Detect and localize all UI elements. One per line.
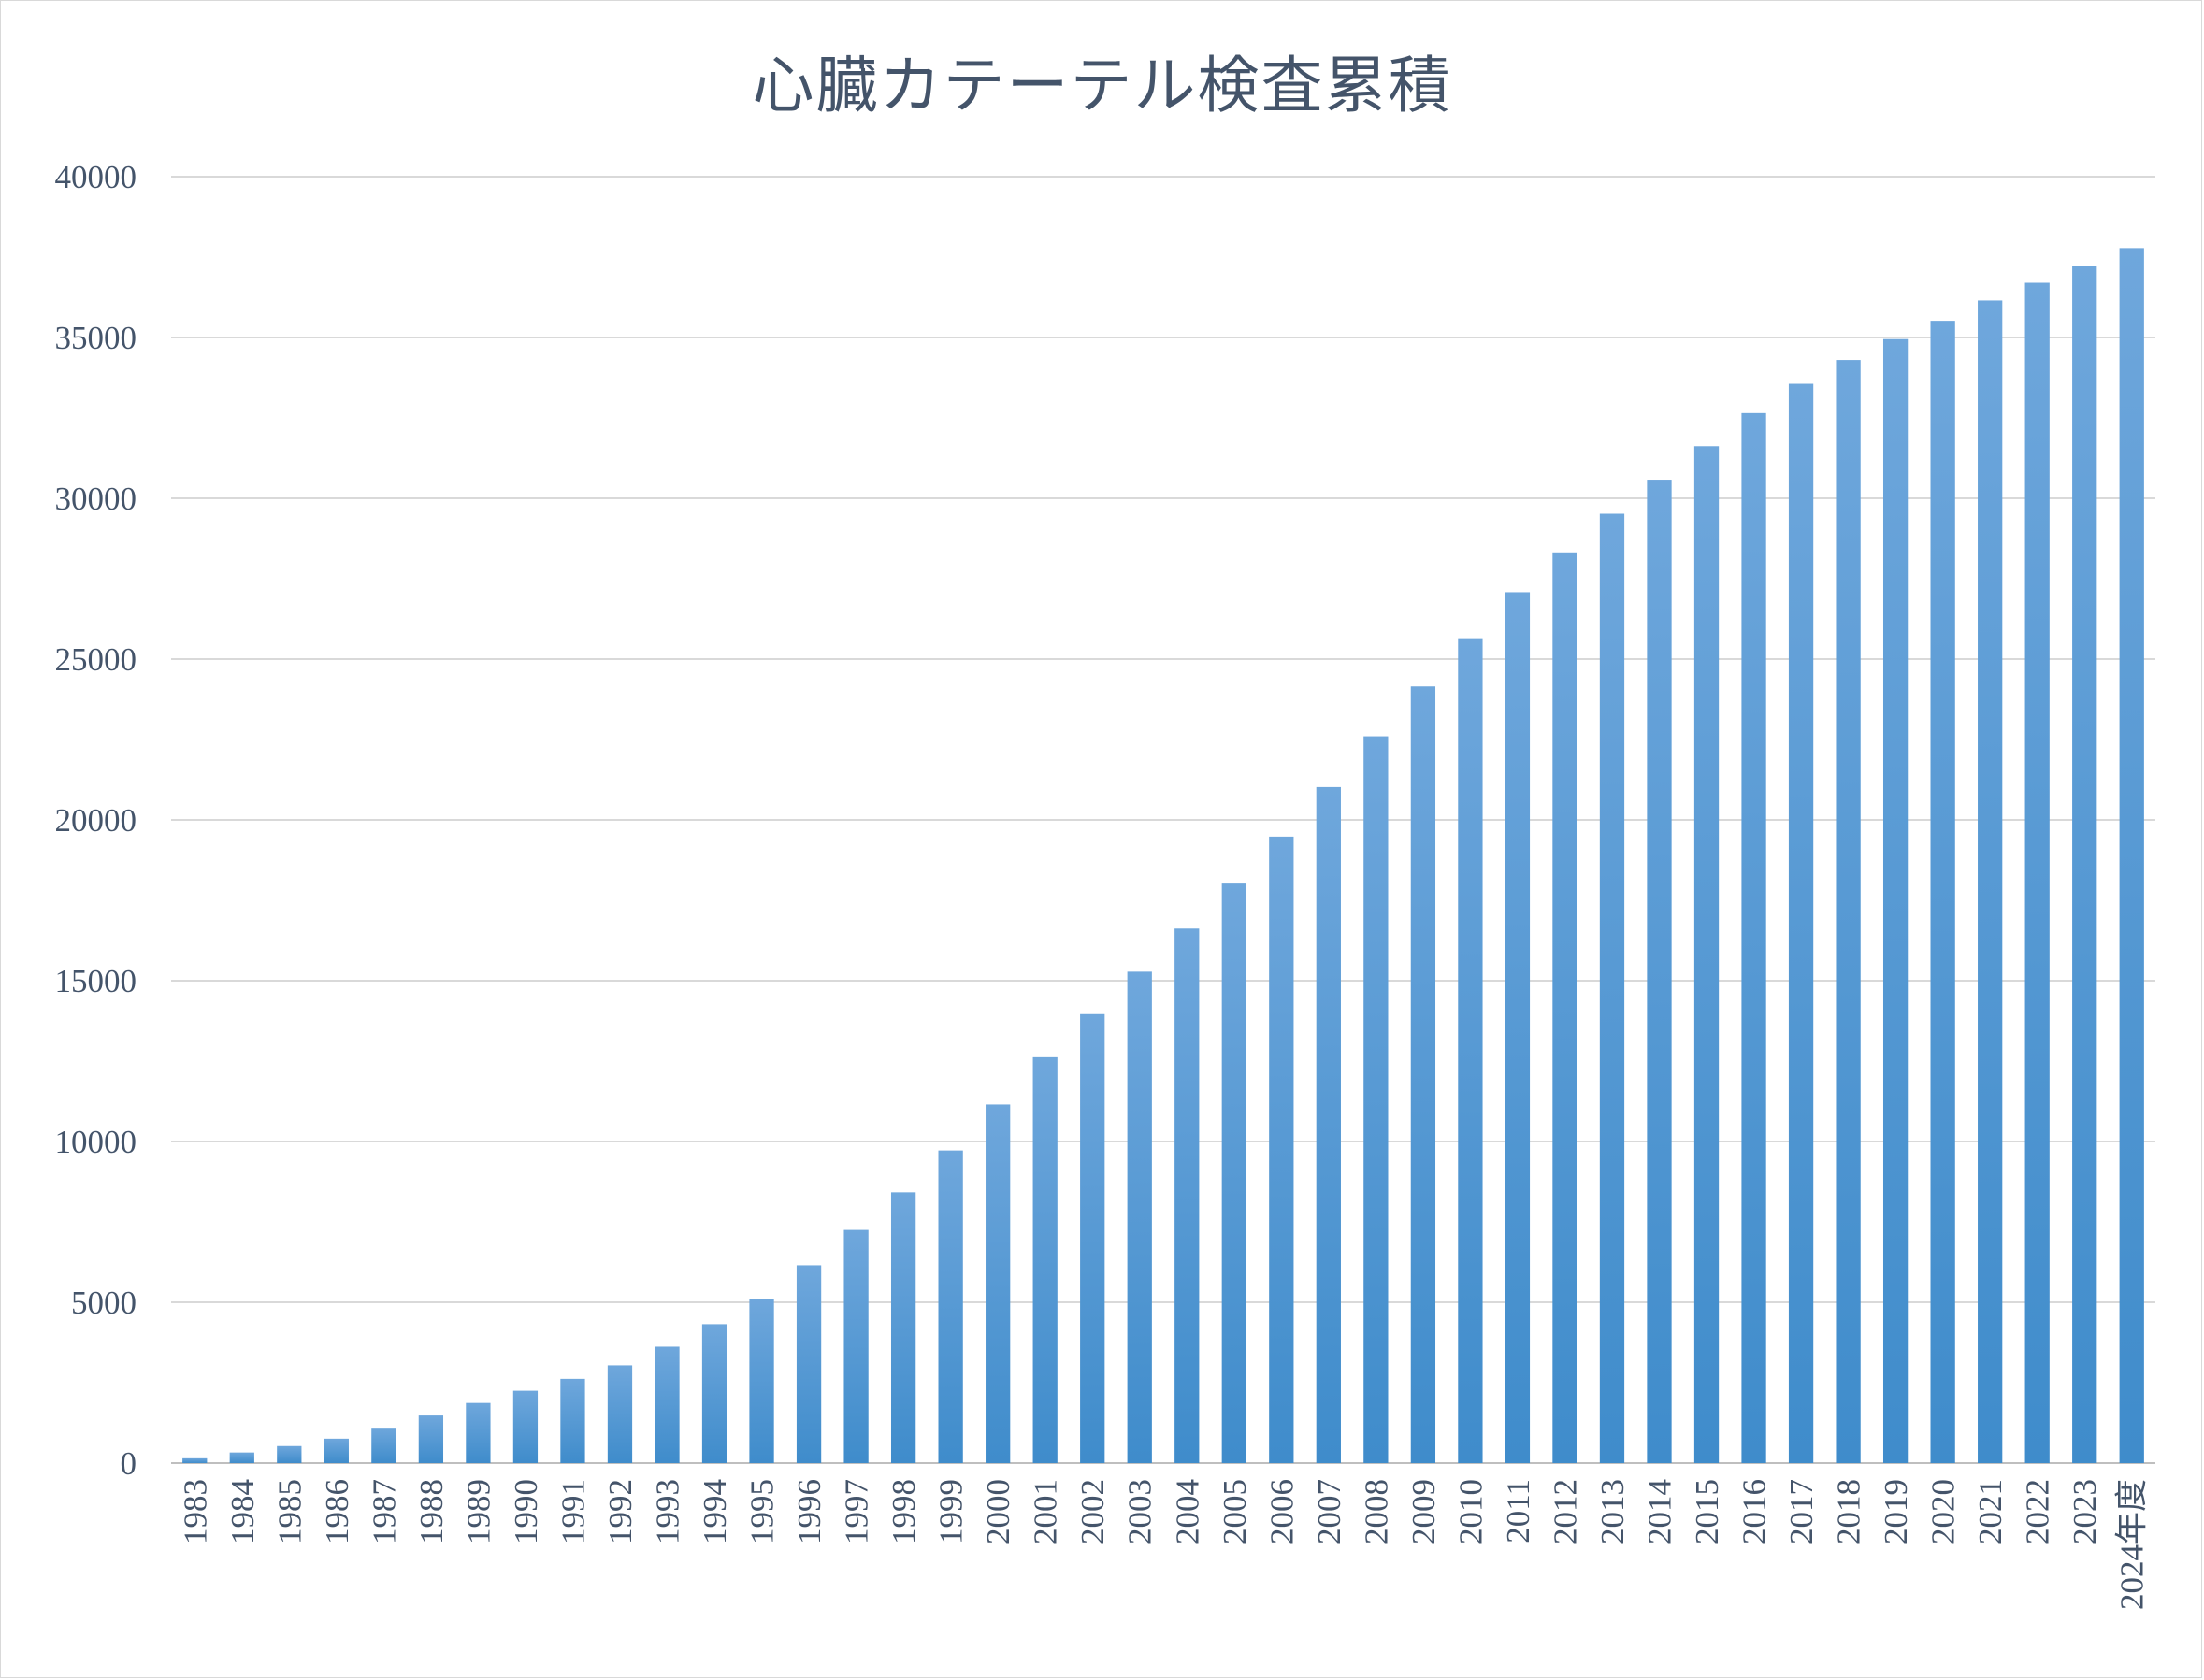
bar-2024年度 <box>2119 248 2144 1463</box>
x-tick-label: 2015 <box>1689 1479 1725 1544</box>
x-axis-ticks: 1983 1984 1985 1986 1987 1988 1989 1990 1991 1992… <box>177 1479 2150 1610</box>
bar-1986 <box>324 1438 349 1463</box>
x-tick-label: 1996 <box>791 1479 828 1544</box>
bar-2006 <box>1269 836 1294 1463</box>
bar-1992 <box>607 1365 633 1463</box>
bar-1989 <box>466 1402 491 1463</box>
x-tick-label: 2010 <box>1452 1479 1489 1544</box>
bar-2017 <box>1788 383 1814 1463</box>
x-tick-label: 2002 <box>1074 1479 1111 1544</box>
x-tick-label: 1990 <box>508 1479 544 1544</box>
x-tick-label: 2005 <box>1217 1479 1253 1544</box>
x-tick-label: 2024年度 <box>2114 1479 2151 1610</box>
x-tick-label: 2007 <box>1311 1479 1347 1544</box>
x-tick-label: 2023 <box>2067 1479 2103 1544</box>
x-tick-label: 1988 <box>413 1479 450 1544</box>
bar-1998 <box>890 1192 916 1463</box>
x-tick-label: 2019 <box>1878 1479 1914 1544</box>
bar-2001 <box>1032 1056 1058 1463</box>
x-tick-label: 2021 <box>1972 1479 2009 1544</box>
bars <box>182 248 2144 1464</box>
x-tick-label: 1986 <box>319 1479 355 1544</box>
bar-2012 <box>1552 552 1577 1463</box>
bar-1988 <box>418 1415 444 1463</box>
bar-2003 <box>1127 971 1152 1463</box>
x-tick-label: 2006 <box>1263 1479 1300 1544</box>
bar-2005 <box>1221 883 1246 1463</box>
x-tick-label: 2008 <box>1358 1479 1394 1544</box>
bar-2021 <box>1978 300 2003 1464</box>
x-tick-label: 2009 <box>1405 1479 1442 1544</box>
x-tick-label: 2003 <box>1122 1479 1159 1544</box>
x-tick-label: 1984 <box>224 1479 261 1544</box>
x-tick-label: 2018 <box>1831 1479 1867 1544</box>
x-tick-label: 2000 <box>980 1479 1016 1544</box>
bar-2022 <box>2024 282 2050 1463</box>
chart-title: 心臓カテーテル検査累積 <box>752 50 1452 122</box>
x-tick-label: 2017 <box>1783 1479 1820 1544</box>
x-tick-label: 1989 <box>460 1479 497 1544</box>
bar-2010 <box>1458 638 1483 1463</box>
y-tick-label: 20000 <box>55 802 137 839</box>
x-tick-label: 1997 <box>839 1479 875 1544</box>
bar-2023 <box>2072 266 2097 1464</box>
x-tick-label: 2022 <box>2020 1479 2056 1544</box>
x-tick-label: 1994 <box>697 1479 733 1544</box>
bar-1990 <box>512 1390 539 1463</box>
bar-1984 <box>229 1452 254 1463</box>
bar-2014 <box>1647 480 1672 1463</box>
y-tick-label: 30000 <box>55 481 137 517</box>
bar-2015 <box>1693 446 1720 1464</box>
y-tick-label: 0 <box>121 1445 137 1482</box>
x-tick-label: 1992 <box>602 1479 639 1544</box>
bar-2019 <box>1882 338 1909 1464</box>
x-tick-label: 1985 <box>271 1479 308 1544</box>
gridlines <box>171 176 2155 1464</box>
y-tick-label: 5000 <box>71 1285 137 1321</box>
bar-2018 <box>1836 360 1861 1464</box>
bar-2020 <box>1930 321 1955 1463</box>
bar-2013 <box>1599 513 1625 1463</box>
bar-2002 <box>1080 1013 1105 1463</box>
bar-1983 <box>182 1457 208 1463</box>
y-axis-ticks: 0 5000 10000 15000 20000 25000 30000 35000 40000 <box>55 159 137 1482</box>
x-tick-label: 1991 <box>555 1479 591 1544</box>
x-tick-label: 2011 <box>1500 1479 1536 1544</box>
x-tick-label: 1999 <box>933 1479 970 1544</box>
bar-2004 <box>1174 928 1200 1463</box>
y-tick-label: 25000 <box>55 641 137 678</box>
y-tick-label: 10000 <box>55 1124 137 1160</box>
bar-2000 <box>986 1104 1011 1463</box>
x-tick-label: 2014 <box>1642 1479 1678 1544</box>
bar-1985 <box>277 1445 302 1463</box>
x-tick-label: 2013 <box>1594 1479 1631 1544</box>
y-tick-label: 40000 <box>55 159 137 195</box>
bar-1994 <box>701 1324 727 1463</box>
bar-2008 <box>1363 736 1389 1463</box>
bar-1999 <box>938 1150 963 1463</box>
y-tick-label: 15000 <box>55 963 137 999</box>
bar-1993 <box>655 1346 680 1463</box>
x-tick-label: 2004 <box>1169 1479 1205 1544</box>
bar-1991 <box>560 1378 585 1463</box>
bar-2009 <box>1410 686 1436 1463</box>
x-tick-label: 2016 <box>1736 1479 1773 1544</box>
x-tick-label: 1983 <box>177 1479 213 1544</box>
bar-2016 <box>1741 412 1766 1464</box>
x-tick-label: 2020 <box>1925 1479 1962 1544</box>
x-tick-label: 2012 <box>1547 1479 1583 1544</box>
x-tick-label: 1998 <box>886 1479 922 1544</box>
y-tick-label: 35000 <box>55 320 137 356</box>
bar-1995 <box>749 1299 774 1463</box>
bar-1987 <box>371 1428 396 1463</box>
bar-1996 <box>796 1265 822 1463</box>
x-tick-label: 1987 <box>366 1479 402 1544</box>
x-tick-label: 1995 <box>744 1479 781 1544</box>
x-tick-label: 1993 <box>650 1479 686 1544</box>
x-tick-label: 2001 <box>1028 1479 1064 1544</box>
bar-2011 <box>1505 592 1531 1463</box>
bar-1997 <box>843 1229 869 1463</box>
bar-2007 <box>1316 786 1341 1463</box>
